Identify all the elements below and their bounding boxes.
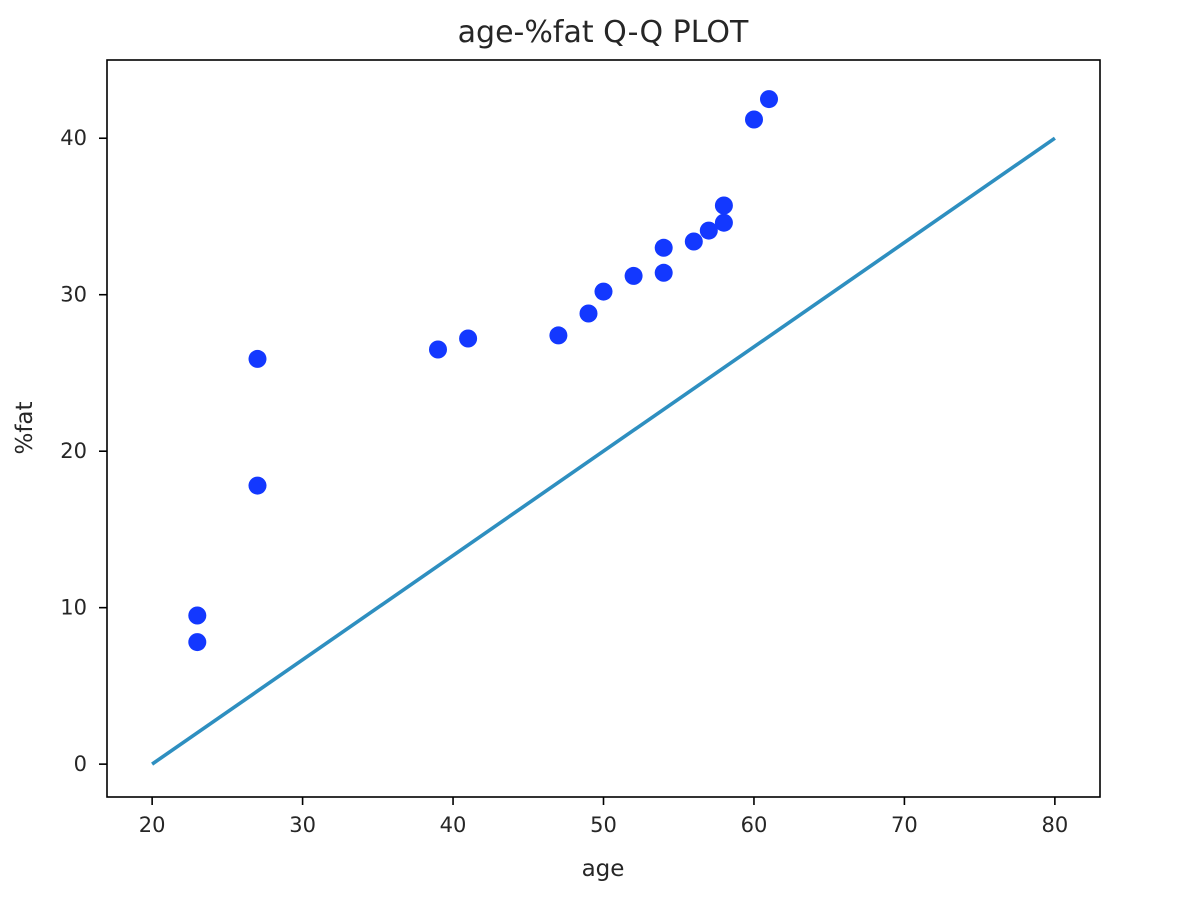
x-axis-ticks: 20 30 40 50 60 70 80: [139, 797, 1068, 837]
scatter-point: [579, 304, 598, 323]
scatter-point: [654, 238, 673, 257]
scatter-point: [714, 213, 733, 232]
y-tick-label: 30: [60, 283, 87, 307]
scatter-point: [654, 263, 673, 282]
scatter-point: [714, 196, 733, 215]
scatter-point: [745, 110, 763, 129]
x-tick-label: 20: [139, 813, 166, 837]
x-tick-label: 50: [590, 813, 617, 837]
scatter-point: [429, 340, 447, 359]
scatter-point: [684, 232, 703, 251]
scatter-point: [248, 349, 267, 368]
scatter-point: [459, 329, 478, 348]
scatter-point: [624, 266, 643, 285]
plot-content: [151, 90, 1056, 766]
y-tick-label: 0: [74, 752, 87, 776]
x-tick-label: 30: [289, 813, 316, 837]
x-axis-label: age: [582, 856, 625, 882]
x-tick-label: 40: [440, 813, 467, 837]
scatter-point: [188, 606, 207, 625]
y-tick-label: 20: [60, 439, 87, 463]
plot-frame: [106, 59, 1101, 798]
scatter-point: [699, 221, 718, 240]
scatter-point: [248, 476, 267, 495]
y-axis-ticks: 0 10 20 30 40: [60, 126, 107, 776]
reference-line: [151, 136, 1056, 766]
y-tick-label: 10: [60, 596, 87, 620]
y-tick-label: 40: [60, 126, 87, 150]
x-tick-label: 60: [741, 813, 768, 837]
chart-title: age-%fat Q-Q PLOT: [458, 15, 749, 50]
scatter-point: [549, 326, 568, 345]
scatter-point: [188, 633, 207, 652]
x-tick-label: 80: [1041, 813, 1068, 837]
scatter-point: [594, 282, 613, 301]
y-axis-label: %fat: [12, 401, 38, 454]
scatter-point: [760, 90, 778, 109]
x-tick-label: 70: [891, 813, 918, 837]
